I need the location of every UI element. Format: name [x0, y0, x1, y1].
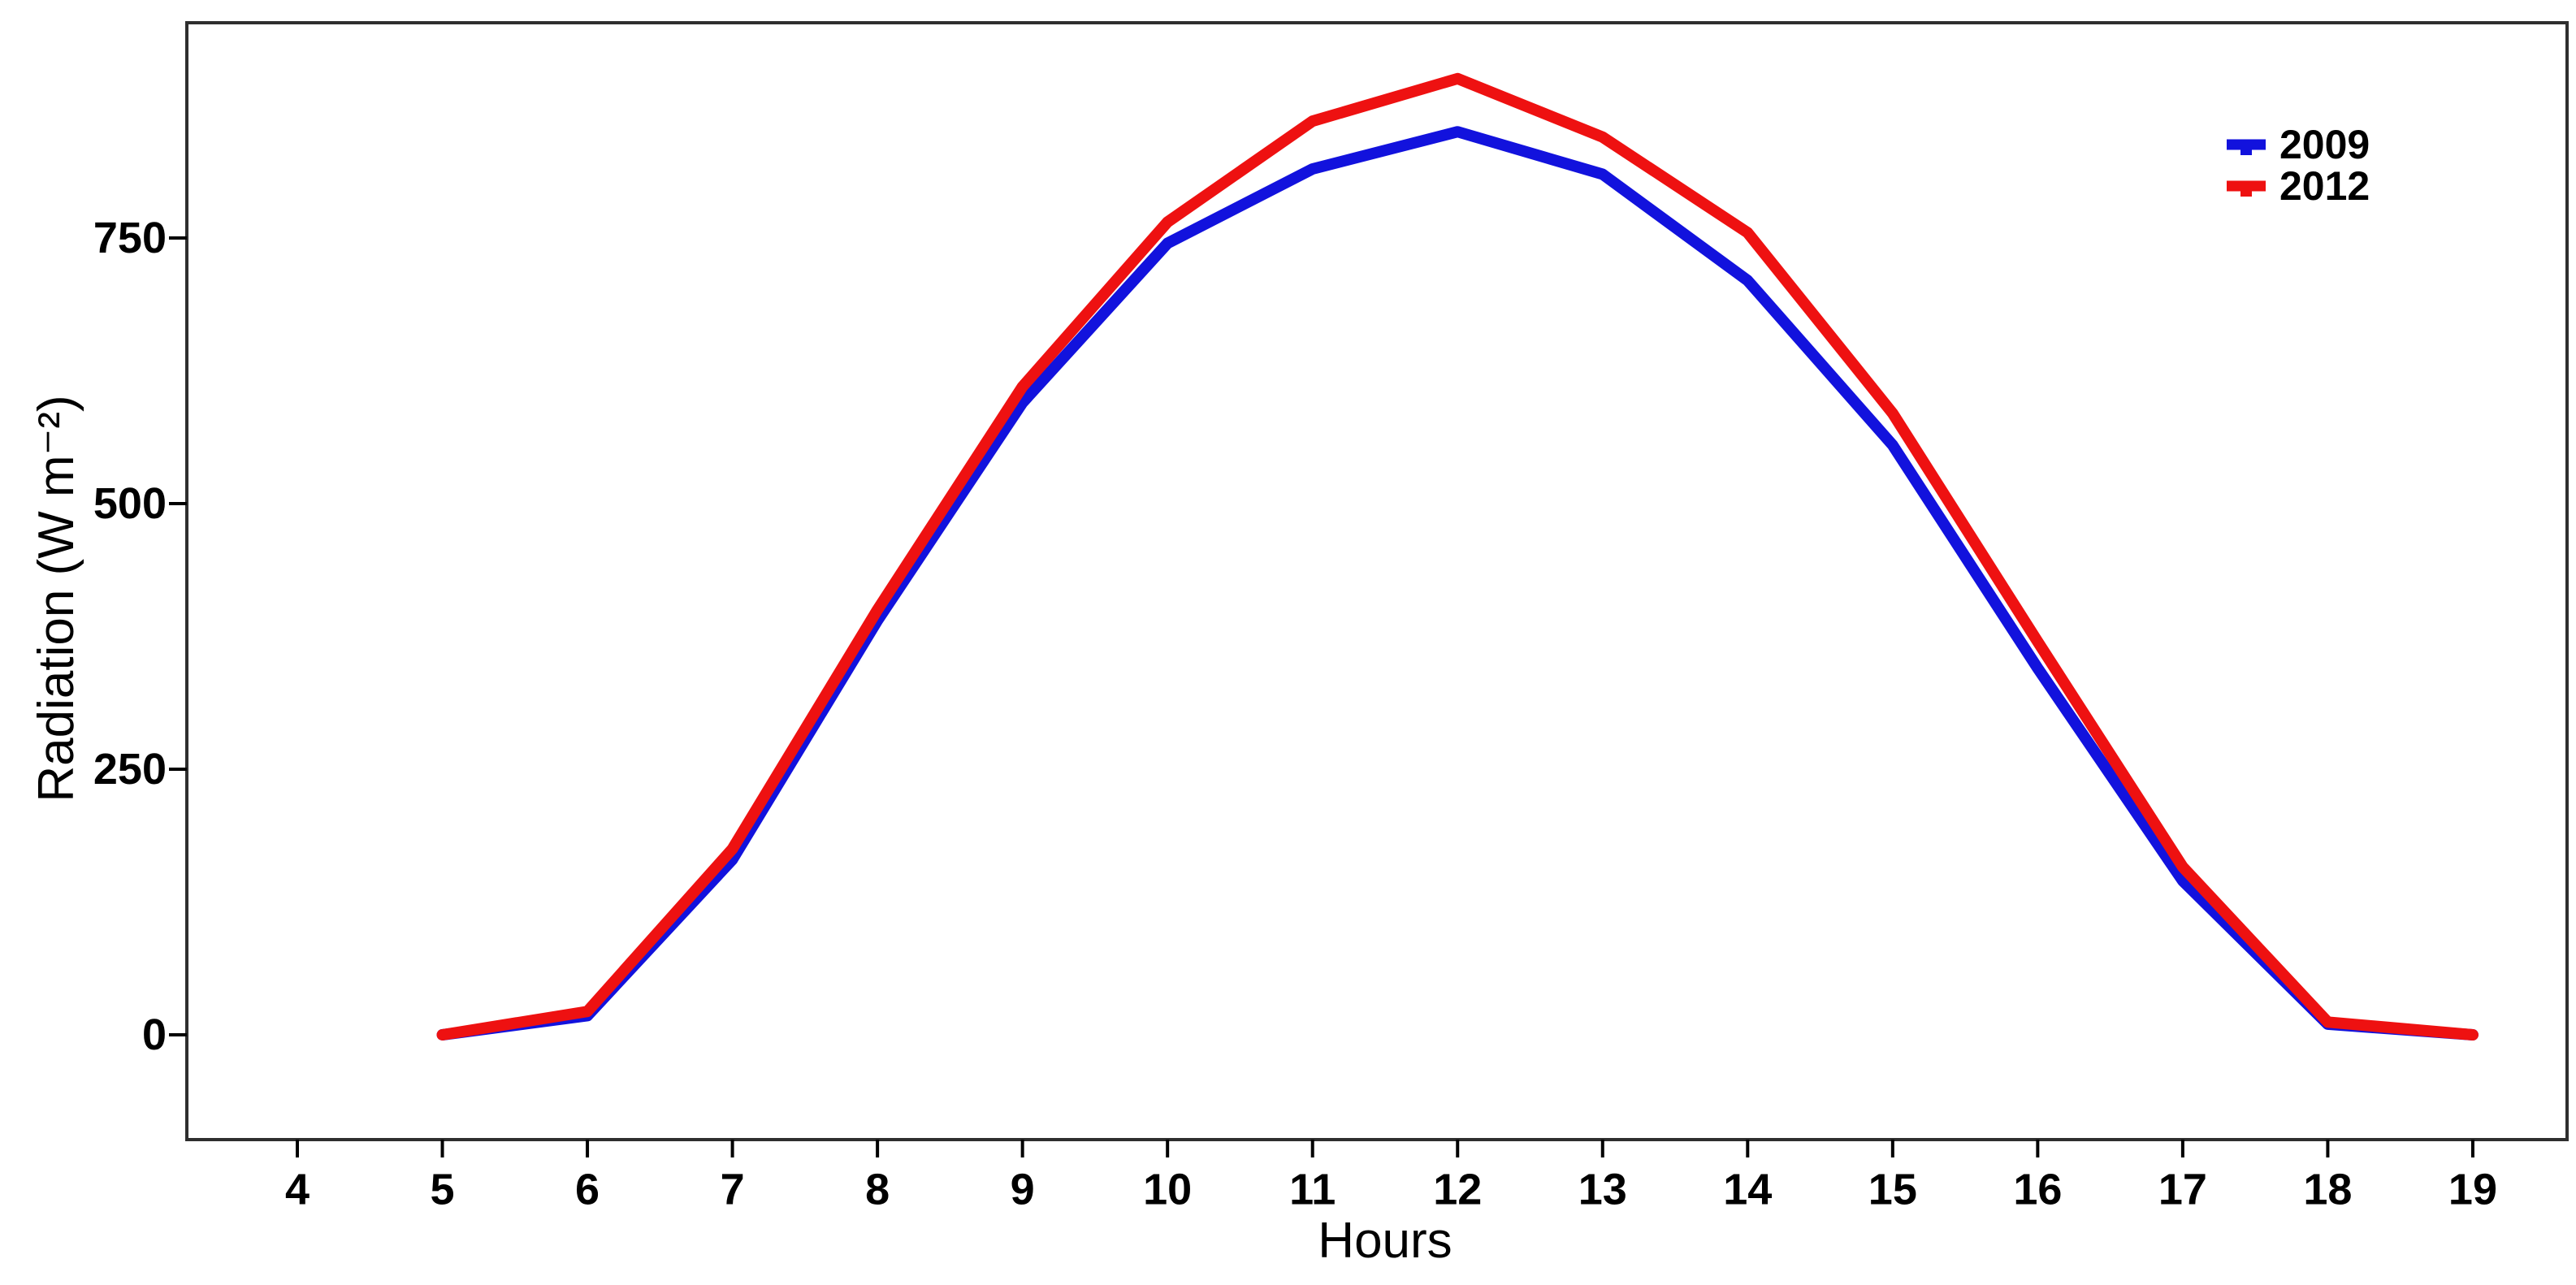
legend-label-2009: 2009	[2279, 122, 2370, 167]
y-tick-label-0: 0	[142, 1010, 167, 1059]
y-axis: 0 250 500 750	[93, 214, 187, 1059]
legend-label-2012: 2012	[2279, 163, 2370, 209]
x-tick-label-18: 18	[2303, 1165, 2352, 1214]
x-tick-label-17: 17	[2158, 1165, 2207, 1214]
x-tick-label-10: 10	[1143, 1165, 1192, 1214]
x-tick-label-13: 13	[1578, 1165, 1627, 1214]
x-axis-title: Hours	[1318, 1213, 1452, 1269]
series-2012-line	[436, 72, 2479, 1041]
legend-marker-point-2012	[2240, 187, 2252, 197]
x-tick-label-12: 12	[1433, 1165, 1482, 1214]
series-lines	[436, 72, 2479, 1041]
x-tick-label-7: 7	[721, 1165, 745, 1214]
y-axis-title: Radiation (W m⁻²)	[28, 395, 84, 802]
x-tick-label-15: 15	[1868, 1165, 1917, 1214]
x-tick-label-19: 19	[2448, 1165, 2497, 1214]
legend-item-2009: 2009	[2227, 122, 2370, 167]
x-tick-label-9: 9	[1011, 1165, 1035, 1214]
x-tick-label-5: 5	[431, 1165, 455, 1214]
y-tick-label-250: 250	[93, 745, 167, 794]
x-tick-label-6: 6	[575, 1165, 600, 1214]
x-tick-label-8: 8	[865, 1165, 890, 1214]
x-tick-label-14: 14	[1723, 1165, 1772, 1214]
legend-marker-point-2009	[2240, 145, 2252, 155]
x-tick-label-16: 16	[2013, 1165, 2062, 1214]
x-tick-label-4: 4	[285, 1165, 310, 1214]
x-tick-label-11: 11	[1289, 1165, 1336, 1214]
plot-border	[185, 21, 2569, 1141]
legend-item-2012: 2012	[2227, 163, 2370, 209]
y-tick-label-750: 750	[93, 214, 167, 262]
series-2009-line	[436, 126, 2479, 1041]
y-tick-label-500: 500	[93, 479, 167, 528]
x-axis: 4 5 6 7 8 9 10 11 12 13 14 15 16 17 18 19	[285, 1140, 2497, 1214]
